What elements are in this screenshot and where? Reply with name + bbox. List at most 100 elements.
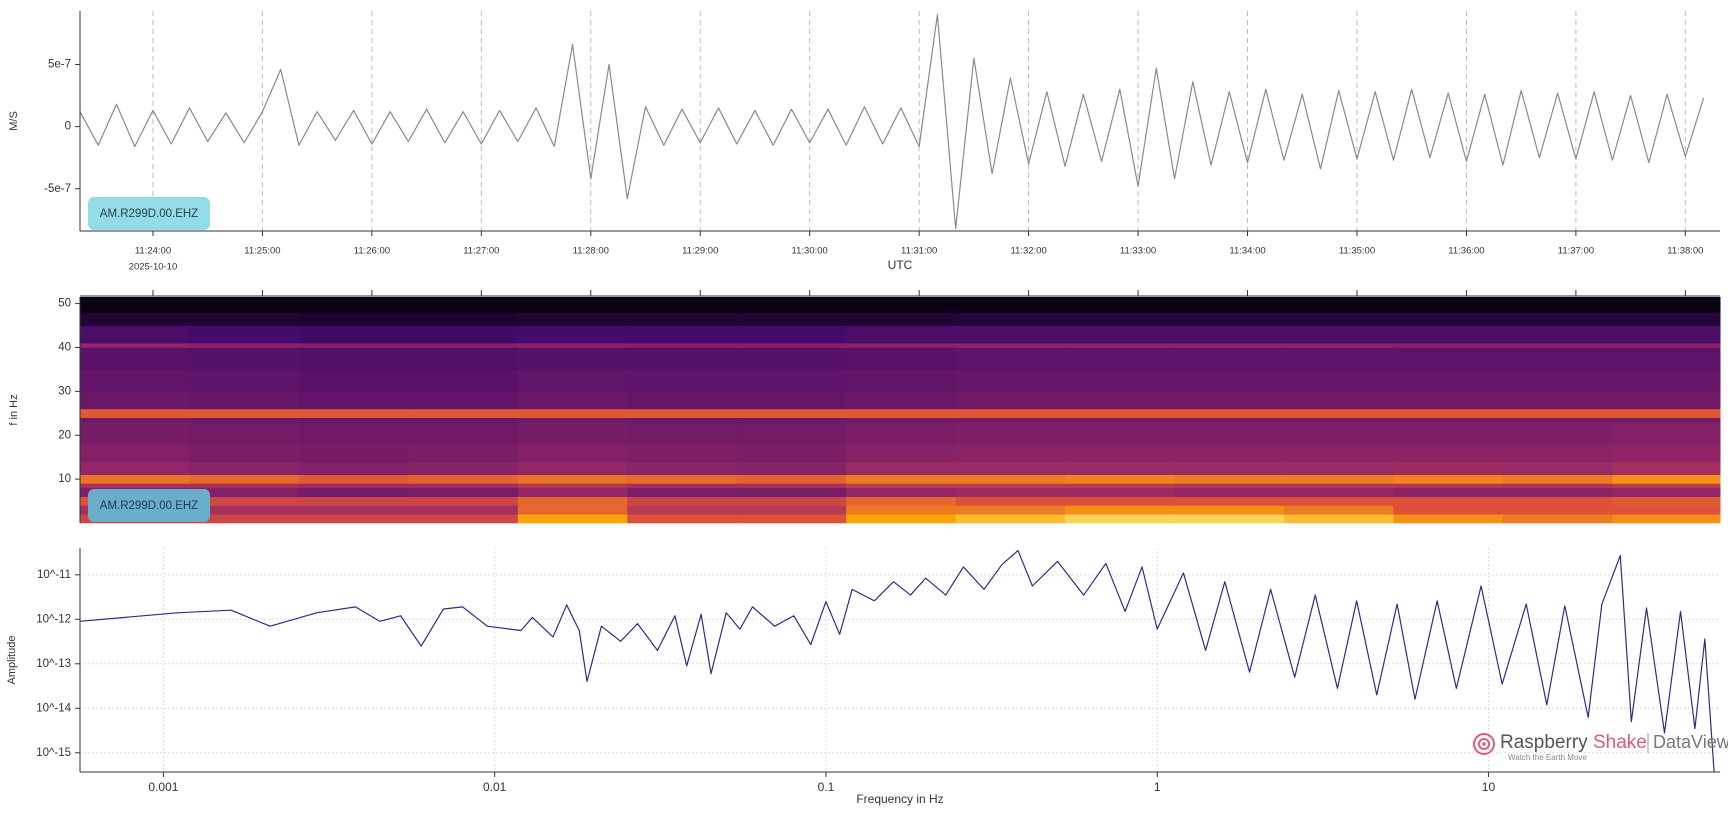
heat-cell: [846, 408, 957, 418]
heat-cell: [955, 496, 1066, 506]
y-tick-label: 10^-12: [36, 613, 71, 625]
heat-cell: [846, 369, 957, 392]
heat-cell: [517, 422, 628, 445]
heat-cell: [1065, 343, 1176, 348]
heat-cell: [736, 487, 847, 497]
heat-cell: [517, 444, 628, 462]
heat-cell: [1065, 496, 1176, 506]
heat-cell: [189, 312, 300, 326]
heat-cell: [1502, 422, 1613, 445]
heat-cell: [1393, 483, 1504, 489]
heat-cell: [1393, 461, 1504, 476]
heat-cell: [1393, 422, 1504, 445]
heat-cell: [408, 444, 519, 462]
heat-cell: [955, 343, 1066, 348]
heat-cell: [846, 325, 957, 344]
heat-cell: [1612, 391, 1721, 410]
heat-cell: [627, 343, 738, 348]
heat-cell: [517, 461, 628, 476]
heat-cell: [1502, 369, 1613, 392]
heat-cell: [1174, 408, 1285, 418]
heat-cell: [1174, 483, 1285, 489]
heat-cell: [189, 369, 300, 392]
heat-cell: [736, 474, 847, 484]
heat-cell: [517, 417, 628, 423]
heat-cell: [1284, 461, 1394, 476]
heat-cell: [1284, 505, 1394, 515]
heat-cell: [1502, 514, 1613, 524]
heat-cell: [736, 408, 847, 418]
heat-cell: [298, 369, 409, 392]
heat-cell: [189, 417, 300, 423]
x-tick-label: 11:34:00: [1229, 246, 1265, 257]
y-tick-label: 10^-13: [36, 658, 71, 670]
heat-cell: [1284, 369, 1394, 392]
waveform: [79, 14, 1705, 230]
heat-cell: [627, 483, 738, 489]
heat-cell: [1284, 422, 1394, 445]
heat-cell: [517, 474, 628, 484]
heat-cell: [1174, 444, 1285, 462]
heat-cell: [517, 312, 628, 326]
heat-cell: [298, 444, 409, 462]
heat-cell: [1612, 474, 1721, 484]
heat-cell: [517, 514, 628, 524]
heat-cell: [408, 496, 519, 506]
heat-cell: [1612, 347, 1721, 370]
heat-cell: [80, 417, 190, 423]
heat-cell: [627, 325, 738, 344]
heat-cell: [1502, 408, 1613, 418]
heat-cell: [1612, 487, 1721, 497]
heat-cell: [955, 461, 1066, 476]
heat-cell: [408, 474, 519, 484]
heat-cell: [955, 391, 1066, 410]
heat-cell: [1612, 325, 1721, 344]
heat-cell: [1612, 369, 1721, 392]
heat-cell: [846, 474, 957, 484]
heat-cell: [846, 391, 957, 410]
heat-cell: [846, 417, 957, 423]
heat-cell: [298, 343, 409, 348]
x-tick-label: 11:38:00: [1667, 246, 1703, 257]
x-tick-label: 11:32:00: [1010, 246, 1046, 257]
heat-cell: [1284, 483, 1394, 489]
heat-cell: [189, 487, 300, 497]
heat-cell: [80, 312, 190, 326]
heat-cell: [1284, 487, 1394, 497]
heat-cell: [627, 297, 738, 313]
heat-cell: [1393, 408, 1504, 418]
heat-cell: [627, 417, 738, 423]
heat-cell: [80, 347, 190, 370]
heat-cell: [846, 297, 957, 313]
y-tick-label: 5e-7: [48, 58, 71, 70]
heat-cell: [1502, 343, 1613, 348]
product: DataView: [1653, 732, 1728, 752]
heat-cell: [1284, 391, 1394, 410]
y-tick-label: 40: [58, 341, 71, 353]
heat-cell: [1502, 474, 1613, 484]
heat-cell: [80, 297, 190, 313]
heat-cell: [189, 483, 300, 489]
heat-cell: [1065, 297, 1176, 313]
x-tick-label: 11:37:00: [1558, 246, 1594, 257]
heat-cell: [1612, 483, 1721, 489]
station-badge: [88, 197, 210, 230]
heat-cell: [80, 422, 190, 445]
heat-cell: [189, 422, 300, 445]
heat-cell: [1502, 312, 1613, 326]
heat-cell: [298, 325, 409, 344]
heat-cell: [1502, 297, 1613, 313]
heat-cell: [80, 444, 190, 462]
heat-cell: [1065, 369, 1176, 392]
heat-cell: [1174, 461, 1285, 476]
heat-cell: [517, 483, 628, 489]
heat-cell: [1065, 474, 1176, 484]
heat-cell: [517, 496, 628, 506]
heat-cell: [1284, 312, 1394, 326]
heat-cell: [1174, 312, 1285, 326]
heat-cell: [846, 514, 957, 524]
heat-cell: [846, 496, 957, 506]
heat-cell: [1284, 496, 1394, 506]
heat-cell: [298, 297, 409, 313]
heat-cell: [189, 505, 300, 515]
